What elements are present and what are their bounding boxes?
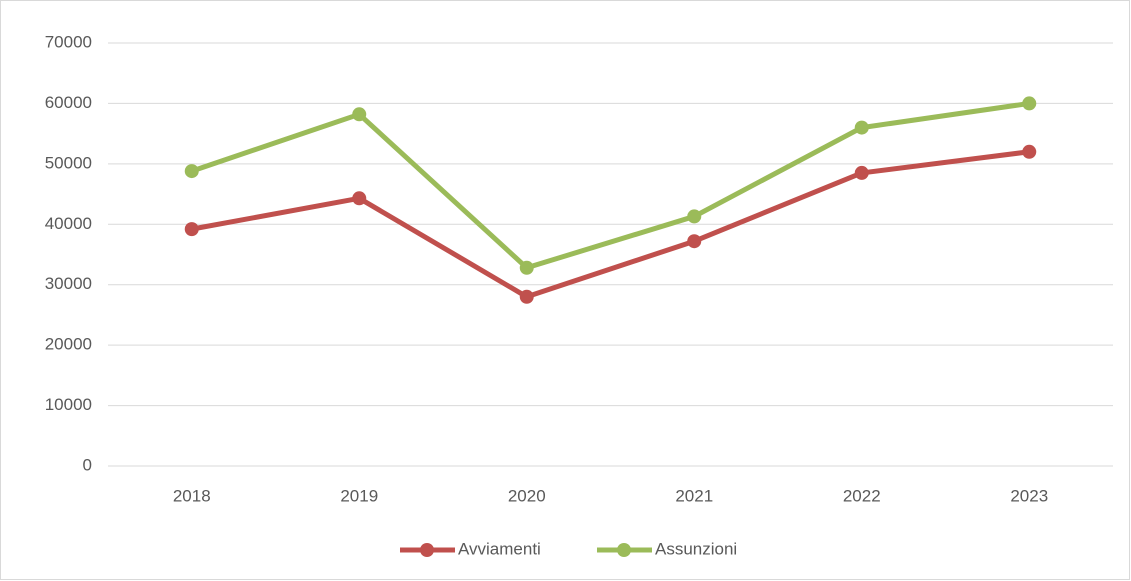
x-tick-label: 2021 xyxy=(675,486,713,505)
legend-label: Avviamenti xyxy=(458,539,541,558)
series-line xyxy=(191,149,1030,300)
legend-label: Assunzioni xyxy=(655,539,737,558)
point xyxy=(352,107,367,122)
y-tick-label: 30000 xyxy=(45,274,92,293)
y-tick-label: 10000 xyxy=(45,395,92,414)
y-tick-label: 50000 xyxy=(45,153,92,172)
point xyxy=(184,164,199,179)
x-tick-label: 2023 xyxy=(1010,486,1048,505)
x-tick-label: 2018 xyxy=(173,486,211,505)
point xyxy=(184,222,199,237)
x-tick-label: 2019 xyxy=(340,486,378,505)
point xyxy=(1022,96,1037,111)
point xyxy=(854,165,869,180)
legend-marker xyxy=(420,543,434,557)
legend-marker xyxy=(617,543,631,557)
y-tick-label: 0 xyxy=(83,455,92,474)
y-tick-label: 60000 xyxy=(45,93,92,112)
x-tick-label: 2022 xyxy=(843,486,881,505)
point xyxy=(352,191,367,206)
y-tick-label: 40000 xyxy=(45,214,92,233)
point xyxy=(687,209,702,224)
x-tick-label: 2020 xyxy=(508,486,546,505)
point xyxy=(854,120,869,135)
point xyxy=(519,289,534,304)
y-tick-label: 70000 xyxy=(45,32,92,51)
series-line xyxy=(190,100,1030,271)
point xyxy=(519,260,534,275)
point xyxy=(1022,144,1037,159)
point xyxy=(687,234,702,249)
y-tick-label: 20000 xyxy=(45,335,92,354)
